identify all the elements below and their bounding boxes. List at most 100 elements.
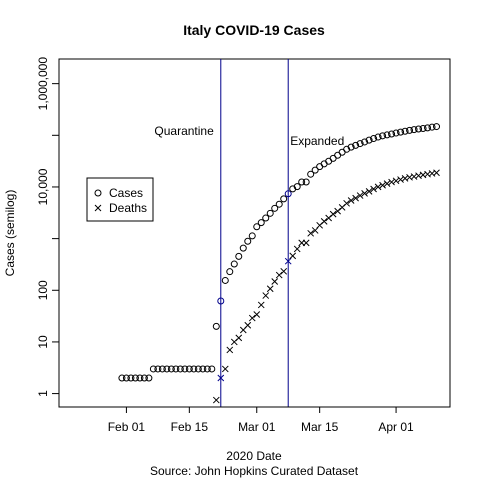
data-point	[284, 257, 292, 265]
data-point	[307, 170, 315, 178]
data-point	[271, 204, 279, 212]
chart-caption: Source: John Hopkins Curated Dataset	[150, 464, 359, 478]
data-point	[239, 244, 247, 252]
data-point	[280, 195, 288, 203]
data-point	[181, 365, 189, 373]
data-point	[433, 169, 440, 177]
data-point	[383, 131, 391, 139]
data-point	[194, 365, 202, 373]
data-point	[347, 143, 355, 151]
data-point	[235, 252, 243, 260]
data-point	[221, 276, 229, 284]
data-point	[199, 365, 207, 373]
legend-box	[86, 177, 154, 222]
data-point	[424, 124, 432, 132]
data-point	[370, 135, 378, 143]
data-point	[365, 136, 373, 144]
data-point	[248, 232, 256, 240]
data-point	[284, 190, 292, 198]
data-point	[419, 124, 427, 132]
y-tick-label: 10,000	[36, 168, 50, 205]
data-point	[172, 365, 180, 373]
data-point	[203, 365, 211, 373]
data-point	[361, 138, 369, 146]
series-layer	[118, 123, 441, 404]
data-point	[293, 183, 301, 191]
data-point	[392, 129, 400, 137]
data-point	[208, 365, 216, 373]
data-point	[226, 268, 234, 276]
series-cases	[118, 123, 441, 382]
data-point	[221, 365, 229, 373]
data-point	[428, 123, 436, 131]
data-point	[154, 365, 162, 373]
data-point	[253, 223, 261, 231]
data-point	[365, 188, 373, 195]
data-point	[397, 128, 405, 136]
data-point	[383, 180, 391, 188]
data-point	[320, 218, 328, 225]
data-point	[379, 181, 386, 189]
data-point	[217, 297, 225, 305]
data-point	[127, 374, 135, 382]
data-point	[176, 365, 184, 373]
data-point	[257, 301, 265, 309]
y-axis-label: Cases (semilog)	[3, 190, 17, 277]
data-point	[379, 132, 387, 140]
legend-marker	[94, 204, 102, 212]
data-point	[374, 183, 382, 191]
data-point	[352, 194, 359, 202]
data-point	[226, 346, 234, 354]
data-point	[136, 374, 144, 382]
data-point	[140, 374, 148, 382]
data-point	[217, 374, 225, 382]
legend-marker	[94, 189, 102, 197]
data-point	[190, 365, 198, 373]
data-point	[388, 178, 395, 186]
data-point	[266, 285, 274, 293]
annotation-label: Expanded	[290, 134, 344, 148]
data-point	[275, 271, 283, 279]
data-point	[244, 321, 252, 329]
data-point	[302, 239, 310, 247]
data-point	[311, 166, 319, 174]
y-tick-label: 1,000,000	[36, 57, 50, 111]
data-point	[410, 126, 418, 134]
data-point	[343, 199, 350, 207]
data-point	[388, 130, 396, 138]
data-point	[275, 200, 283, 208]
data-point	[415, 125, 423, 133]
data-point	[257, 219, 265, 227]
x-tick-label: Feb 01	[108, 420, 146, 434]
data-point	[212, 322, 220, 330]
data-point	[212, 396, 220, 404]
data-point	[244, 237, 252, 245]
y-tick-label: 1	[36, 390, 50, 397]
data-point	[289, 252, 297, 260]
data-point	[122, 374, 130, 382]
data-point	[397, 176, 404, 183]
data-point	[230, 260, 238, 268]
data-point	[356, 140, 364, 148]
data-point	[149, 365, 157, 373]
annotation-label: Quarantine	[154, 124, 214, 138]
data-point	[262, 214, 270, 222]
x-tick-label: Mar 15	[301, 420, 339, 434]
data-point	[118, 374, 126, 382]
x-axis: Feb 01 Feb 15 Mar 01 Mar 15 Apr 01	[108, 406, 414, 434]
data-point	[163, 365, 171, 373]
data-point	[266, 209, 274, 217]
data-point	[370, 185, 377, 193]
y-tick-label: 10	[36, 335, 50, 349]
y-tick-label: 100	[36, 280, 50, 300]
legend-label: Cases	[109, 186, 143, 200]
data-point	[298, 178, 306, 186]
data-point	[293, 245, 301, 253]
data-point	[302, 178, 310, 186]
data-point	[347, 197, 355, 204]
data-point	[280, 267, 288, 275]
data-point	[235, 334, 243, 342]
